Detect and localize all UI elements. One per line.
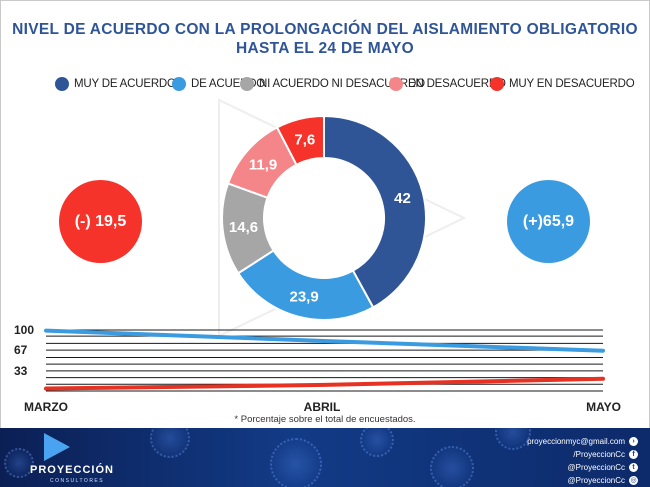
y-tick-label: 33	[14, 364, 28, 378]
y-tick-label: 100	[14, 323, 34, 337]
contact-text: @ProyeccionCc	[567, 475, 625, 485]
legend-label: MUY DE ACUERDO	[74, 78, 176, 90]
facebook-icon: f	[629, 449, 638, 459]
donut-slice	[323, 114, 427, 309]
disagree-total-badge: (-) 19,5	[59, 180, 142, 263]
legend-item: NI ACUERDO NI DESACUERDO	[240, 77, 425, 91]
legend-swatch	[240, 77, 254, 91]
legend-item: EN DESACUERDO	[389, 77, 506, 91]
chart-subtitle: HASTA EL 24 DE MAYO	[236, 40, 414, 57]
footnote: * Porcentaje sobre el total de encuestad…	[234, 414, 416, 425]
contact-text: /ProyeccionCc	[573, 449, 625, 459]
contact-facebook[interactable]: /ProyeccionCc f	[438, 448, 638, 460]
slice-value-label: 11,9	[249, 157, 277, 174]
legend-swatch	[55, 77, 69, 91]
slice-value-label: 7,6	[294, 131, 315, 148]
donut-slice	[275, 114, 325, 167]
contact-list: proyeccionmyc@gmail.com › /ProyeccionCc …	[438, 435, 638, 487]
slice-value-label: 42	[394, 190, 411, 207]
twitter-icon: t	[629, 462, 638, 472]
contact-instagram[interactable]: @ProyeccionCc ◎	[438, 474, 638, 486]
brand-subtitle: CONSULTORES	[50, 478, 105, 484]
legend-swatch	[490, 77, 504, 91]
chart-title: NIVEL DE ACUERDO CON LA PROLONGACIÓN DEL…	[12, 21, 638, 38]
virus-decoration	[430, 446, 474, 487]
virus-decoration	[270, 438, 322, 487]
legend-label: EN DESACUERDO	[408, 78, 506, 90]
virus-decoration	[360, 428, 394, 457]
y-tick-label: 67	[14, 343, 28, 357]
brand-logo-icon	[44, 433, 70, 461]
legend-swatch	[172, 77, 186, 91]
agree-total-badge: (+)65,9	[507, 180, 590, 263]
x-tick-label: MAYO	[586, 400, 621, 414]
x-tick-label: ABRIL	[304, 400, 341, 414]
virus-decoration	[4, 448, 34, 478]
contact-twitter[interactable]: @ProyeccionCc t	[438, 461, 638, 473]
legend: MUY DE ACUERDO DE ACUERDO NI ACUERDO NI …	[32, 77, 635, 95]
contact-email[interactable]: proyeccionmyc@gmail.com ›	[438, 435, 638, 447]
x-tick-label: MARZO	[24, 400, 68, 414]
trend-chart: MARZO ABRIL MAYO 100 67 33	[14, 323, 621, 414]
virus-decoration	[150, 428, 190, 458]
series-line	[44, 376, 605, 391]
legend-item: MUY EN DESACUERDO	[490, 77, 635, 91]
series-line	[44, 328, 605, 353]
email-icon: ›	[629, 436, 638, 446]
donut-chart: 42 23,9 14,6 11,9 7,6	[218, 98, 467, 338]
footer-banner: PROYECCIÓN CONSULTORES proyeccionmyc@gma…	[0, 428, 650, 487]
instagram-icon: ◎	[629, 475, 638, 485]
legend-label: NI ACUERDO NI DESACUERDO	[259, 78, 425, 90]
contact-text: @ProyeccionCc	[567, 462, 625, 472]
legend-item: MUY DE ACUERDO	[55, 77, 176, 91]
chart-canvas: 42 23,9 14,6 11,9 7,6 MARZO ABRIL MAYO 100 6…	[14, 98, 621, 414]
legend-swatch	[389, 77, 403, 91]
legend-label: MUY EN DESACUERDO	[509, 78, 635, 90]
contact-text: proyeccionmyc@gmail.com	[527, 436, 625, 446]
donut-slice	[236, 249, 375, 321]
slice-value-label: 14,6	[229, 219, 258, 236]
brand-name: PROYECCIÓN	[30, 464, 114, 476]
slice-value-label: 23,9	[290, 289, 319, 306]
